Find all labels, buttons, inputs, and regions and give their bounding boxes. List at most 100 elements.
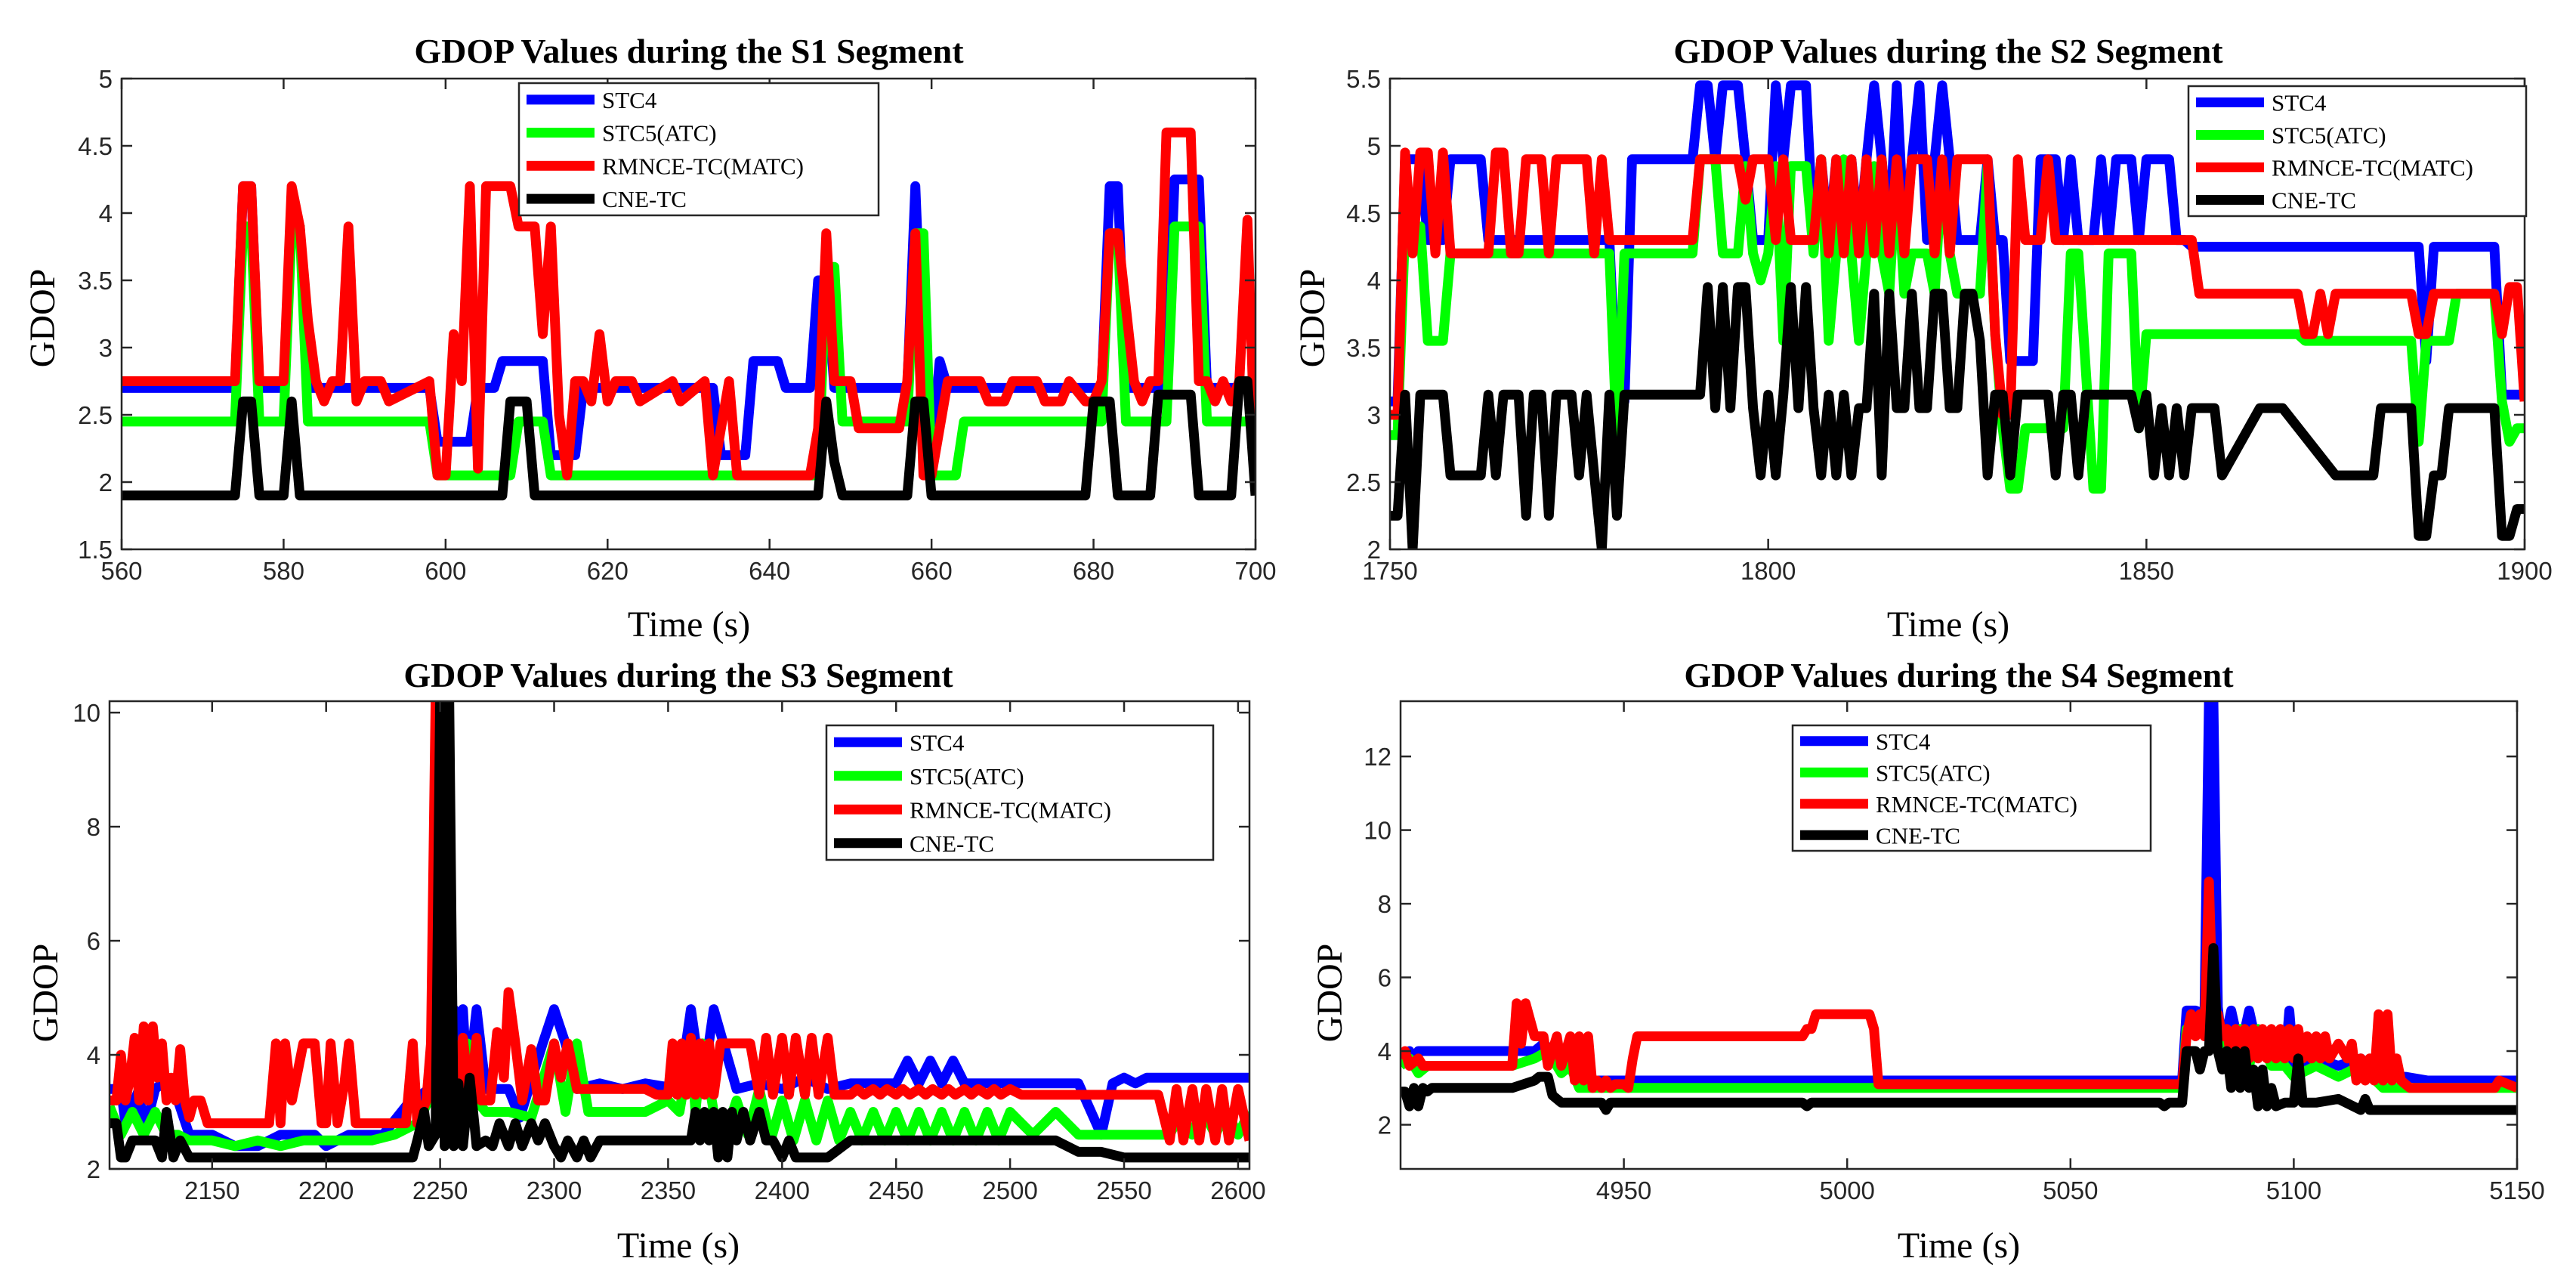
chart-title: GDOP Values during the S3 Segment (403, 656, 953, 694)
axes-frame (120, 77, 1257, 551)
y-tick-label: 4 (87, 1041, 100, 1069)
x-tick-label: 2300 (527, 1176, 582, 1204)
y-tick-label: 4.5 (1346, 199, 1381, 227)
chart-s2-segment: GDOP Values during the S2 Segment Time (… (1293, 32, 2553, 645)
legend-label: RMNCE-TC(MATC) (2272, 155, 2473, 181)
legend-box (2187, 85, 2528, 218)
y-tick-label: 6 (87, 927, 100, 955)
x-axis-label: Time (s) (1898, 1226, 2020, 1266)
x-tick-label: 1800 (1740, 557, 1796, 585)
legend-label: STC5(ATC) (1876, 759, 1991, 786)
axes-frame (108, 700, 1251, 1170)
x-tick-label: 5150 (2489, 1176, 2544, 1204)
x-tick-label: 5050 (2043, 1176, 2098, 1204)
chart-s1-segment: GDOP Values during the S1 Segment Time (… (23, 32, 1277, 645)
y-tick-label: 3 (1367, 401, 1381, 429)
series-line-stc4 (1390, 80, 2525, 407)
x-tick-label: 1750 (1362, 557, 1417, 585)
y-tick-label: 10 (73, 699, 100, 727)
legend-label: STC5(ATC) (2272, 122, 2386, 149)
x-tick-label: 660 (911, 557, 953, 585)
y-tick-label: 4.5 (78, 132, 113, 160)
x-tick-label: 5000 (1819, 1176, 1874, 1204)
y-tick-label: 4 (99, 199, 113, 227)
x-tick-label: 640 (749, 557, 790, 585)
x-tick-label: 560 (100, 557, 142, 585)
x-axis-label: Time (s) (1887, 604, 2009, 645)
y-tick-label: 8 (87, 813, 100, 841)
series-group (1401, 701, 2517, 1115)
chart-s4-segment: GDOP Values during the S4 Segment Time (… (1310, 656, 2545, 1266)
legend-label: CNE-TC (910, 830, 994, 857)
x-tick-label: 1900 (2497, 557, 2552, 585)
y-tick-label: 5 (1367, 132, 1381, 160)
x-tick-label: 2500 (982, 1176, 1037, 1204)
series-line-cne-tc (122, 376, 1256, 501)
x-tick-label: 1850 (2119, 557, 2174, 585)
x-tick-label: 2400 (755, 1176, 810, 1204)
legend-label: RMNCE-TC(MATC) (910, 796, 1111, 823)
chart-title: GDOP Values during the S4 Segment (1684, 656, 2234, 694)
y-tick-label: 4 (1378, 1037, 1391, 1065)
x-tick-label: 700 (1234, 557, 1276, 585)
legend: STC4 STC5(ATC) RMNCE-TC(MATC) CNE-TC (517, 82, 880, 217)
axes-frame (1399, 700, 2519, 1170)
legend-label: CNE-TC (2272, 187, 2356, 214)
y-tick-label: 2.5 (1346, 468, 1381, 496)
x-tick-label: 2250 (412, 1176, 468, 1204)
legend-label: STC5(ATC) (910, 763, 1024, 790)
series-line-cne-tc (1390, 282, 2525, 549)
series-line-rmnce-tc-matc (122, 127, 1256, 481)
series-line-cne-tc (110, 701, 1249, 1163)
y-tick-label: 6 (1378, 964, 1391, 992)
legend-box (1791, 724, 2152, 852)
x-axis-label: Time (s) (628, 604, 750, 645)
y-axis-label: GDOP (1310, 944, 1350, 1043)
legend: STC4 STC5(ATC) RMNCE-TC(MATC) CNE-TC (2187, 85, 2528, 218)
series-group (1390, 80, 2525, 549)
y-tick-label: 2.5 (78, 401, 113, 429)
y-tick-label: 2 (1378, 1111, 1391, 1139)
legend-label: CNE-TC (1876, 822, 1960, 849)
series-line-cne-tc (1401, 943, 2517, 1115)
y-tick-label: 2 (99, 468, 113, 496)
y-tick-label: 10 (1364, 817, 1391, 845)
legend-box (825, 724, 1215, 861)
x-tick-label: 2350 (641, 1176, 696, 1204)
y-axis-label: GDOP (23, 269, 63, 368)
x-tick-label: 5100 (2266, 1176, 2321, 1204)
legend-label: RMNCE-TC(MATC) (1876, 791, 2077, 818)
y-tick-label: 1.5 (78, 536, 113, 564)
x-tick-label: 2600 (1210, 1176, 1265, 1204)
y-axis-label: GDOP (26, 944, 66, 1043)
legend-label: STC4 (1876, 728, 1931, 755)
legend-label: CNE-TC (602, 186, 687, 212)
x-tick-label: 4950 (1596, 1176, 1651, 1204)
series-line-rmnce-tc-matc (1390, 147, 2525, 420)
x-tick-label: 620 (587, 557, 629, 585)
legend: STC4 STC5(ATC) RMNCE-TC(MATC) CNE-TC (1791, 724, 2152, 852)
y-tick-label: 12 (1364, 743, 1391, 771)
y-tick-label: 3.5 (78, 267, 113, 295)
y-tick-label: 2 (1367, 536, 1381, 564)
y-tick-label: 4 (1367, 267, 1381, 295)
y-tick-label: 5.5 (1346, 65, 1381, 93)
x-tick-label: 580 (263, 557, 304, 585)
y-axis-label: GDOP (1293, 269, 1333, 368)
legend-label: STC4 (602, 87, 657, 113)
legend-box (517, 82, 880, 217)
y-tick-label: 5 (99, 65, 113, 93)
y-tick-label: 8 (1378, 890, 1391, 918)
legend-label: RMNCE-TC(MATC) (602, 153, 804, 179)
legend-label: STC4 (2272, 90, 2327, 116)
x-tick-label: 2450 (868, 1176, 923, 1204)
y-tick-label: 3 (99, 334, 113, 362)
x-axis-label: Time (s) (617, 1226, 740, 1266)
x-tick-label: 2150 (184, 1176, 239, 1204)
series-line-rmnce-tc-matc (110, 701, 1249, 1146)
x-tick-label: 2550 (1096, 1176, 1151, 1204)
series-group (122, 127, 1256, 501)
y-tick-label: 3.5 (1346, 334, 1381, 362)
y-tick-label: 2 (87, 1155, 100, 1183)
